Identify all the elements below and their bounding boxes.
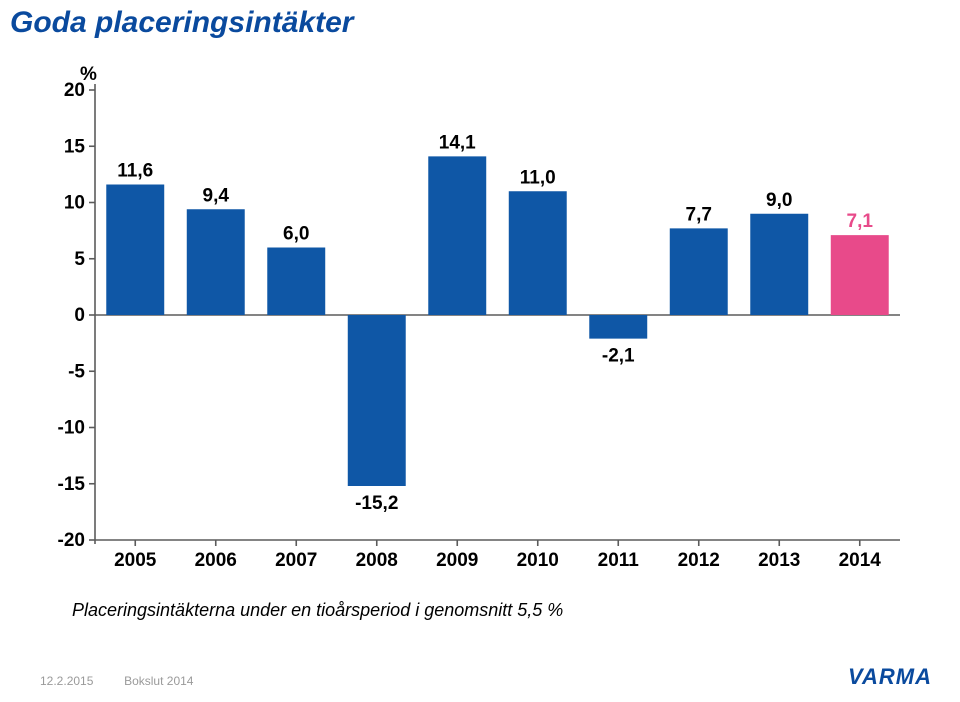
bar-2012: [670, 228, 728, 315]
page-title: Goda placeringsintäkter: [10, 6, 353, 40]
svg-text:-5: -5: [68, 361, 85, 382]
bar-value-label: 7,7: [686, 204, 712, 225]
svg-text:20: 20: [64, 80, 85, 101]
bar-value-label: 11,6: [117, 161, 153, 182]
bar-2009: [428, 156, 486, 315]
bar-value-label: 9,4: [203, 185, 230, 206]
svg-text:-15: -15: [58, 474, 86, 495]
x-tick-label: 2013: [758, 550, 800, 571]
chart-svg: %20151050-5-10-15-2011,620059,420066,020…: [40, 60, 910, 580]
bar-chart: %20151050-5-10-15-2011,620059,420066,020…: [40, 60, 910, 580]
svg-text:5: 5: [74, 249, 85, 270]
bar-2010: [509, 191, 567, 315]
svg-text:15: 15: [64, 136, 86, 157]
footer-date: 12.2.2015: [40, 674, 93, 688]
bar-2011: [589, 315, 647, 339]
footer-doc: Bokslut 2014: [124, 674, 193, 688]
bar-2013: [750, 214, 808, 315]
x-tick-label: 2005: [114, 550, 157, 571]
bar-value-label: 9,0: [766, 190, 792, 211]
svg-text:0: 0: [74, 305, 85, 326]
x-tick-label: 2012: [678, 550, 720, 571]
bar-value-label: 6,0: [283, 224, 309, 245]
bar-value-label: -15,2: [355, 493, 398, 514]
x-tick-label: 2007: [275, 550, 317, 571]
x-tick-label: 2009: [436, 550, 478, 571]
bar-2008: [348, 315, 406, 486]
svg-text:-20: -20: [58, 530, 85, 551]
svg-text:10: 10: [64, 193, 85, 214]
bar-2007: [267, 248, 325, 316]
bar-2005: [106, 185, 164, 316]
x-tick-label: 2014: [839, 550, 882, 571]
bar-value-label: -2,1: [602, 346, 635, 367]
bar-2006: [187, 209, 245, 315]
x-tick-label: 2006: [195, 550, 237, 571]
subtitle-text: Placeringsintäkterna under en tioårsperi…: [72, 600, 563, 621]
x-tick-label: 2011: [598, 550, 640, 571]
bar-2014: [831, 235, 889, 315]
x-tick-label: 2010: [517, 550, 559, 571]
bar-value-label: 14,1: [439, 132, 476, 153]
svg-text:-10: -10: [58, 418, 85, 439]
x-tick-label: 2008: [356, 550, 398, 571]
bar-value-label: 7,1: [847, 211, 874, 232]
bar-value-label: 11,0: [520, 167, 556, 188]
brand-logo: VARMA: [848, 664, 932, 690]
footer: 12.2.2015 Bokslut 2014: [40, 674, 193, 688]
